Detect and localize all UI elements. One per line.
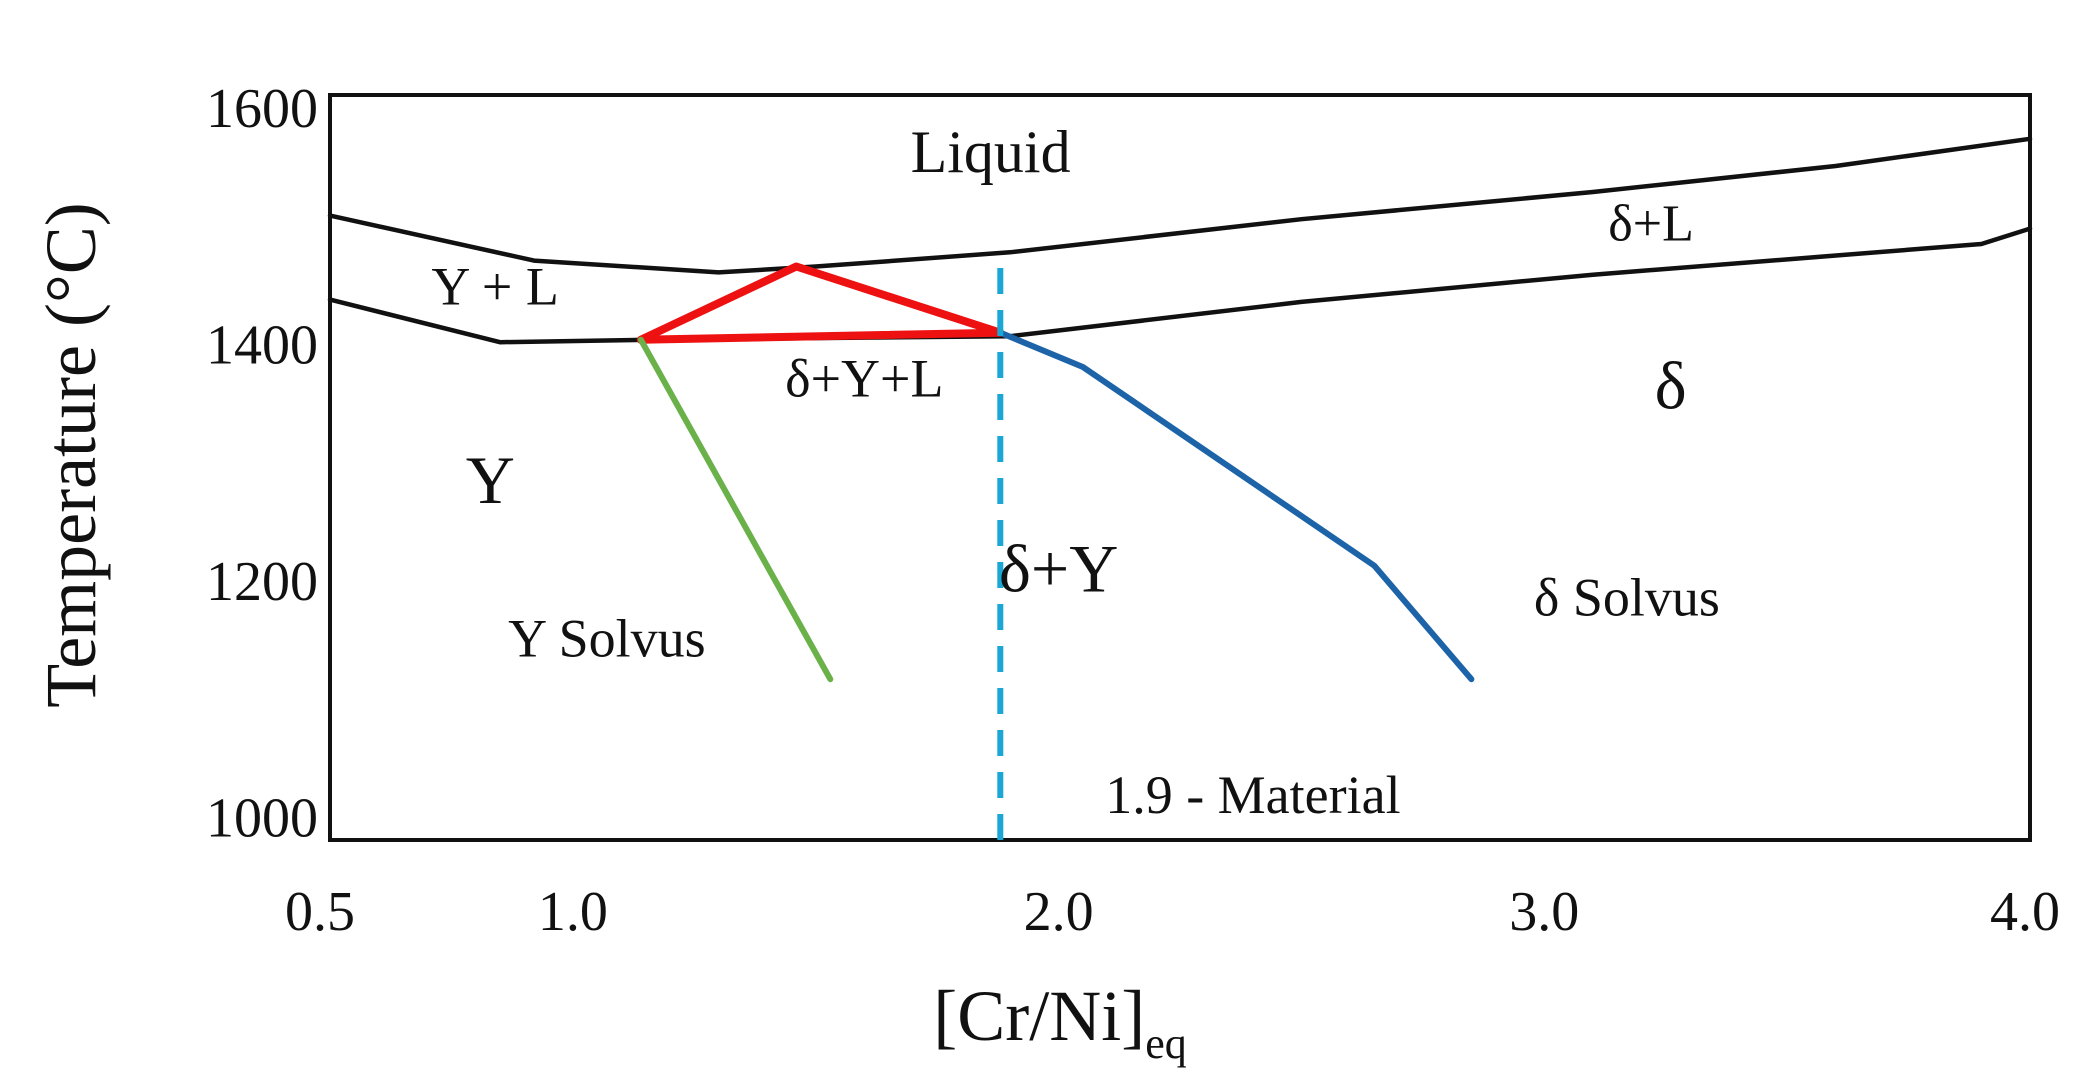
region-label-8: δ Solvus	[1534, 567, 1720, 627]
region-label-1: Y + L	[431, 256, 558, 316]
y-tick-label: 1000	[206, 787, 318, 849]
plot-frame	[328, 93, 2032, 842]
x-axis-title: [Cr/Ni]eq	[933, 976, 1187, 1068]
region-label-5: Y	[466, 442, 515, 518]
annotation-layer: Liquid Y + L δ+L δ+Y+L δ Yδ+Y Y Solvus δ Solvus…	[431, 119, 1720, 825]
x-tick-label: 0.5	[285, 881, 355, 943]
tick-layer: 0.5 1.0 2.0 3.0 4.0 1000 1200 1400 1600	[206, 78, 2060, 943]
region-label-2: δ+L	[1608, 196, 1694, 253]
x-tick-label: 1.0	[538, 881, 608, 943]
series-solidus	[327, 226, 2033, 345]
region-label-9: 1.9 - Material	[1105, 765, 1400, 825]
region-label-3: δ+Y+L	[785, 349, 943, 409]
region-label-7: Y Solvus	[508, 609, 706, 669]
y-tick-label: 1600	[206, 78, 318, 140]
series-gamma-solvus	[637, 336, 834, 683]
y-tick-label: 1400	[206, 314, 318, 376]
series-three-phase-triangle	[636, 262, 1005, 344]
region-label-6: δ+Y	[999, 531, 1119, 607]
series-delta-solvus	[997, 329, 1475, 683]
y-tick-label: 1200	[206, 551, 318, 613]
series-layer	[327, 136, 2033, 840]
x-tick-label: 3.0	[1509, 881, 1579, 943]
region-label-4: δ	[1655, 347, 1687, 423]
region-label-0: Liquid	[911, 119, 1071, 185]
x-tick-label: 4.0	[1990, 881, 2060, 943]
series-liquidus	[327, 136, 2033, 275]
x-axis-title-main: [Cr/Ni]	[933, 976, 1145, 1056]
y-axis-title: Temperature (°C)	[31, 202, 111, 708]
x-axis-title-subscript: eq	[1145, 1019, 1187, 1068]
x-tick-label: 2.0	[1024, 881, 1094, 943]
